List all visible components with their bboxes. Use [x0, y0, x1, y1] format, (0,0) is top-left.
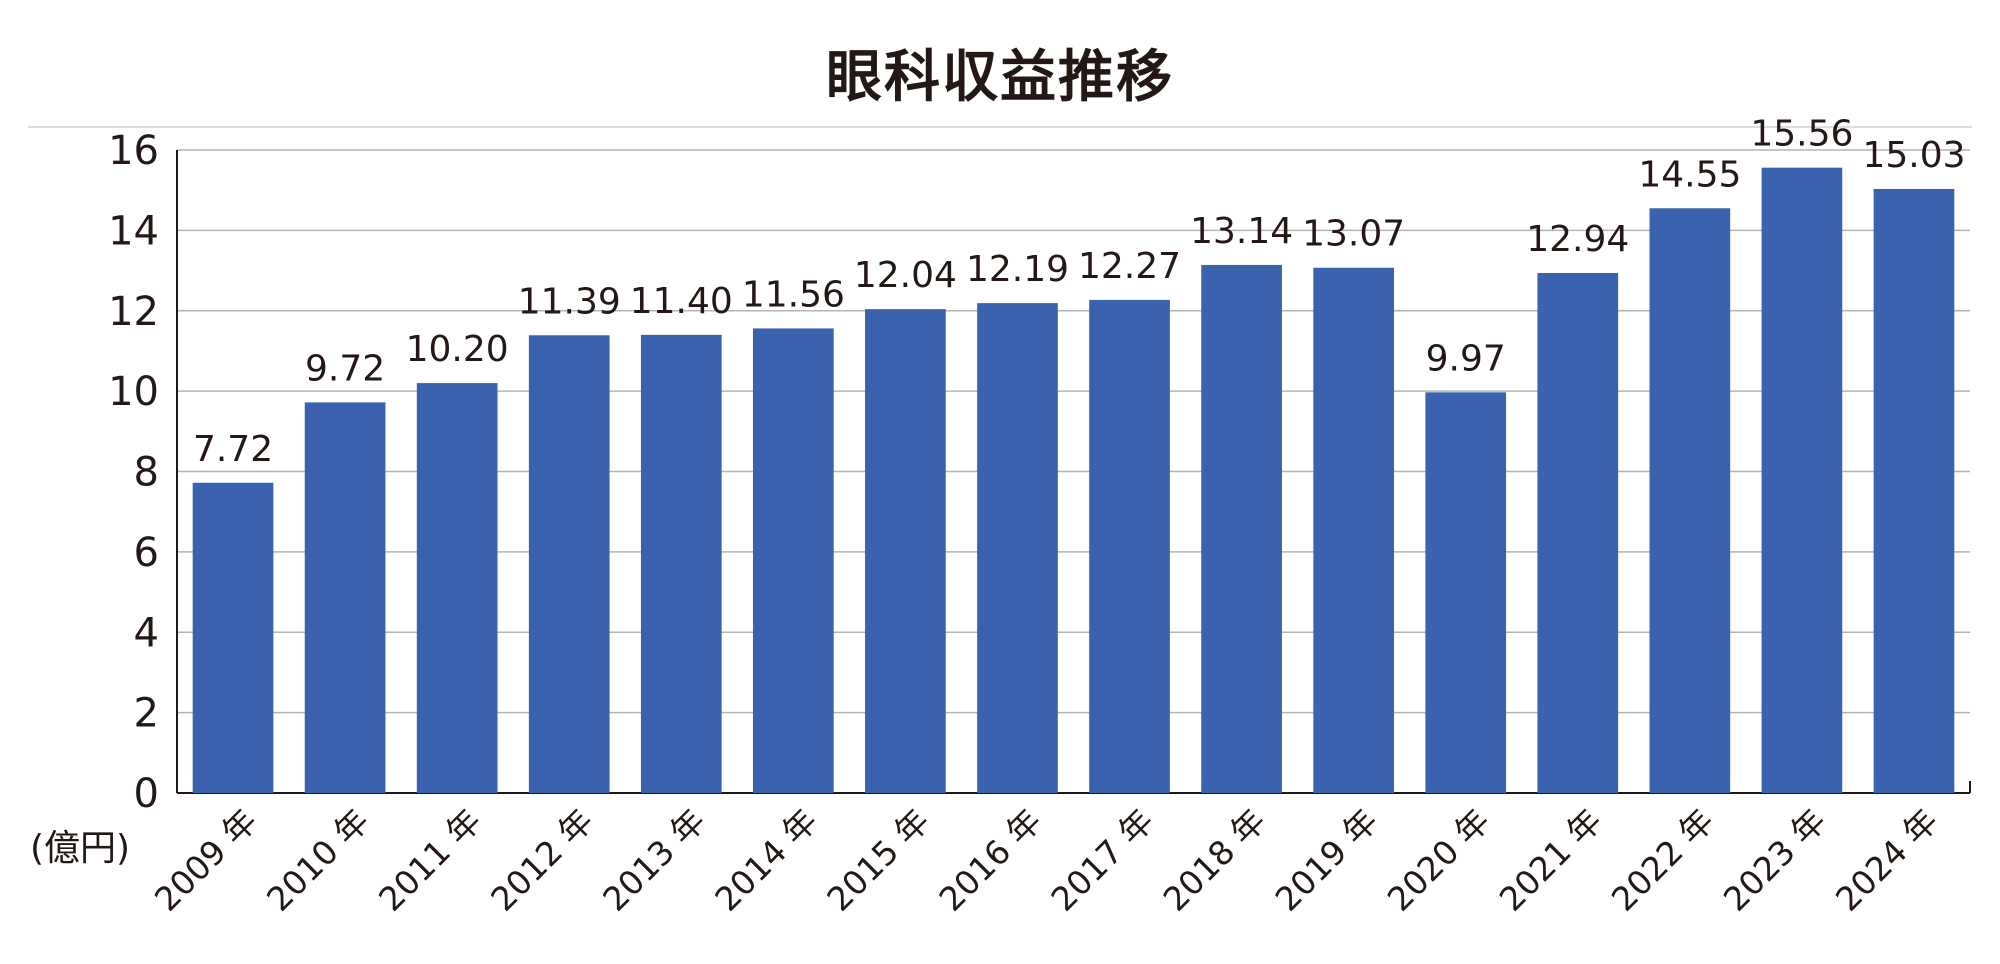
x-tick-label: 2013 年 — [595, 801, 713, 919]
data-label: 9.97 — [1426, 338, 1506, 379]
data-labels: 7.729.72 10.2011.39 11.40 11.56 12.04 12.19 12… — [193, 114, 1966, 470]
y-tick-label: 6 — [134, 530, 159, 576]
data-label: 15.56 — [1750, 114, 1853, 155]
x-tick-label: 2022 年 — [1604, 801, 1722, 919]
data-label: 15.03 — [1862, 135, 1965, 176]
bar — [1873, 188, 1955, 793]
data-label: 13.07 — [1302, 214, 1405, 255]
unit-label: (億円) — [30, 828, 130, 869]
data-label: 11.40 — [630, 281, 733, 322]
x-tick-label: 2009 年 — [147, 801, 265, 919]
x-tick-label: 2016 年 — [931, 801, 1049, 919]
x-tick-label: 2023 年 — [1716, 801, 1834, 919]
bar — [1201, 264, 1282, 793]
data-label: 11.56 — [742, 274, 845, 315]
data-label: 12.04 — [854, 255, 957, 296]
x-tick-label: 2011 年 — [371, 801, 489, 919]
x-tick-label: 2014 年 — [707, 801, 825, 919]
bar — [416, 383, 498, 793]
bar — [753, 328, 834, 793]
x-tick-label: 2010 年 — [259, 801, 377, 919]
bar — [192, 482, 274, 793]
bar — [1537, 272, 1619, 793]
data-label: 9.72 — [305, 348, 385, 389]
bar — [1089, 299, 1170, 793]
y-tick-labels: 0 2 4 6 8 10 12 14 16 — [108, 128, 159, 817]
bar — [304, 402, 386, 793]
x-tick-label: 2017 年 — [1043, 801, 1161, 919]
y-tick-label: 12 — [108, 289, 159, 335]
bars — [192, 167, 1955, 794]
y-tick-label: 0 — [134, 771, 159, 817]
title-divider — [28, 126, 1972, 128]
bar — [1649, 208, 1731, 794]
x-tick-label: 2018 年 — [1156, 801, 1274, 919]
bar — [640, 334, 722, 793]
y-tick-label: 8 — [134, 450, 159, 496]
y-tick-label: 4 — [134, 610, 159, 656]
data-label: 13.14 — [1190, 211, 1293, 252]
x-tick-label: 2020 年 — [1380, 801, 1498, 919]
bar — [1313, 267, 1394, 793]
x-tick-label: 2021 年 — [1492, 801, 1610, 919]
data-label: 12.19 — [966, 249, 1069, 290]
bar — [1761, 167, 1843, 793]
bar — [1425, 392, 1507, 793]
data-label: 12.27 — [1078, 246, 1181, 287]
x-tick-label: 2015 年 — [819, 801, 937, 919]
chart-title: 眼科収益推移 — [826, 45, 1174, 110]
y-tick-label: 10 — [108, 369, 159, 415]
bar — [977, 303, 1058, 793]
x-tick-label: 2012 年 — [483, 801, 601, 919]
data-label: 10.20 — [406, 329, 509, 370]
y-tick-label: 2 — [134, 691, 159, 737]
x-tick-label: 2019 年 — [1268, 801, 1386, 919]
data-label: 12.94 — [1526, 219, 1629, 260]
x-tick-label: 2024 年 — [1828, 801, 1946, 919]
data-label: 14.55 — [1638, 154, 1741, 195]
bar — [528, 335, 610, 793]
y-tick-label: 16 — [108, 128, 159, 174]
data-label: 11.39 — [518, 281, 621, 322]
y-tick-label: 14 — [108, 208, 159, 254]
bar — [865, 309, 946, 793]
data-label: 7.72 — [193, 429, 273, 470]
